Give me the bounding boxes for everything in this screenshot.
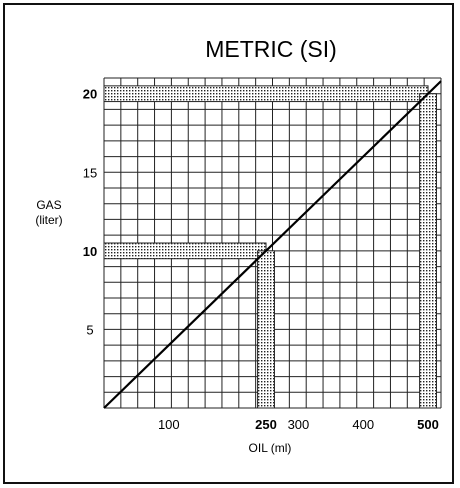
- tick-labels: 100 250 300 400 500 5 10 15 20: [83, 87, 439, 432]
- highlight-band-vertical: [419, 93, 437, 409]
- highlight-band-horizontal: [103, 242, 267, 260]
- y-tick-label: 20: [83, 87, 97, 102]
- chart-title: METRIC (SI): [205, 36, 337, 62]
- highlight-bands: [103, 85, 437, 409]
- highlight-band-vertical: [257, 250, 275, 409]
- y-tick-label: 5: [86, 322, 93, 337]
- conversion-line: [103, 80, 442, 409]
- x-tick-label: 100: [158, 417, 180, 432]
- series-layer: [103, 80, 442, 409]
- x-axis-label: OIL (ml): [249, 441, 292, 455]
- x-tick-label: 300: [288, 417, 310, 432]
- x-tick-label: 400: [352, 417, 374, 432]
- chart-frame: [3, 3, 454, 484]
- x-tick-label: 500: [417, 417, 439, 432]
- y-tick-label: 15: [83, 165, 97, 180]
- y-tick-label: 10: [83, 244, 97, 259]
- y-axis-label-line2: (liter): [35, 213, 62, 227]
- x-tick-label: 250: [255, 417, 277, 432]
- highlight-band-horizontal: [103, 85, 429, 103]
- y-axis-label-line1: GAS: [36, 198, 61, 212]
